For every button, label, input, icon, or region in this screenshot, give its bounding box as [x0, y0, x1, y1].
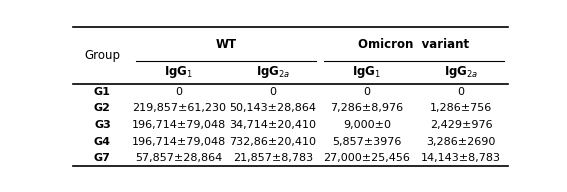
Text: 7,286±8,976: 7,286±8,976 — [331, 103, 404, 113]
Text: 0: 0 — [363, 87, 370, 97]
Text: IgG$_1$: IgG$_1$ — [164, 64, 193, 80]
Text: G7: G7 — [94, 153, 111, 163]
Text: 732,86±20,410: 732,86±20,410 — [230, 137, 316, 147]
Text: 219,857±61,230: 219,857±61,230 — [132, 103, 226, 113]
Text: 0: 0 — [458, 87, 464, 97]
Text: IgG$_1$: IgG$_1$ — [353, 64, 382, 80]
Text: G2: G2 — [94, 103, 111, 113]
Text: Group: Group — [84, 49, 120, 62]
Text: 3,286±2690: 3,286±2690 — [426, 137, 496, 147]
Text: 21,857±8,783: 21,857±8,783 — [233, 153, 313, 163]
Text: 2,429±976: 2,429±976 — [430, 120, 492, 130]
Text: IgG$_{2a}$: IgG$_{2a}$ — [444, 64, 478, 80]
Text: 196,714±79,048: 196,714±79,048 — [132, 137, 226, 147]
Text: Omicron  variant: Omicron variant — [358, 38, 469, 51]
Text: WT: WT — [215, 38, 236, 51]
Text: 27,000±25,456: 27,000±25,456 — [324, 153, 411, 163]
Text: G1: G1 — [94, 87, 111, 97]
Text: IgG$_{2a}$: IgG$_{2a}$ — [256, 64, 290, 80]
Text: G4: G4 — [94, 137, 111, 147]
Text: 9,000±0: 9,000±0 — [343, 120, 391, 130]
Text: 57,857±28,864: 57,857±28,864 — [135, 153, 222, 163]
Text: 50,143±28,864: 50,143±28,864 — [230, 103, 316, 113]
Text: 1,286±756: 1,286±756 — [430, 103, 492, 113]
Text: G3: G3 — [94, 120, 111, 130]
Text: 14,143±8,783: 14,143±8,783 — [421, 153, 501, 163]
Text: 0: 0 — [269, 87, 277, 97]
Text: 196,714±79,048: 196,714±79,048 — [132, 120, 226, 130]
Text: 34,714±20,410: 34,714±20,410 — [230, 120, 316, 130]
Text: 5,857±3976: 5,857±3976 — [332, 137, 401, 147]
Text: 0: 0 — [175, 87, 183, 97]
